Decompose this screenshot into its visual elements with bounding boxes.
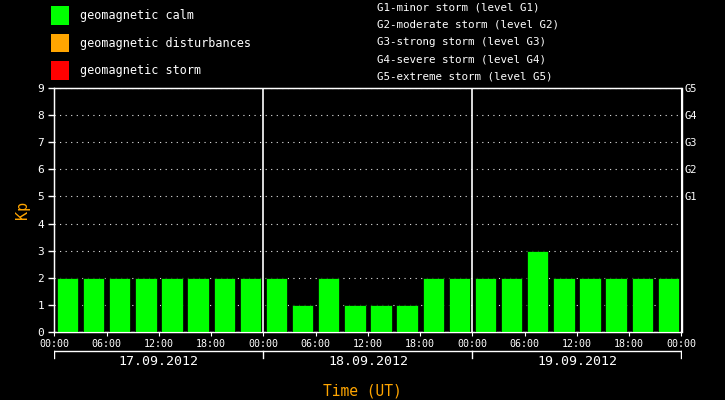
Text: 19.09.2012: 19.09.2012 [537,355,617,368]
Bar [501,278,523,332]
Text: 18.09.2012: 18.09.2012 [328,355,408,368]
Text: G3-strong storm (level G3): G3-strong storm (level G3) [377,37,546,47]
Bar [527,251,549,332]
Bar [109,278,130,332]
Text: 17.09.2012: 17.09.2012 [119,355,199,368]
FancyBboxPatch shape [51,6,69,25]
Text: geomagnetic storm: geomagnetic storm [80,64,201,77]
Bar [161,278,183,332]
Bar [344,305,365,332]
Bar [397,305,418,332]
Bar [553,278,575,332]
Bar [475,278,496,332]
Bar [213,278,235,332]
Text: G2-moderate storm (level G2): G2-moderate storm (level G2) [377,20,559,30]
Bar [266,278,287,332]
Bar [57,278,78,332]
FancyBboxPatch shape [51,34,69,52]
Bar [370,305,392,332]
Bar [318,278,339,332]
Text: G5-extreme storm (level G5): G5-extreme storm (level G5) [377,71,552,81]
Bar [658,278,679,332]
Bar [292,305,313,332]
Bar [631,278,653,332]
Bar [449,278,470,332]
Text: geomagnetic calm: geomagnetic calm [80,9,194,22]
Bar [240,278,261,332]
Y-axis label: Kp: Kp [15,201,30,219]
Bar [579,278,601,332]
Text: G4-severe storm (level G4): G4-severe storm (level G4) [377,54,546,64]
Bar [187,278,209,332]
Text: G1-minor storm (level G1): G1-minor storm (level G1) [377,2,539,12]
Text: geomagnetic disturbances: geomagnetic disturbances [80,36,251,50]
Bar [605,278,627,332]
Text: Time (UT): Time (UT) [323,383,402,398]
Bar [83,278,104,332]
Bar [135,278,157,332]
Bar [423,278,444,332]
FancyBboxPatch shape [51,61,69,80]
